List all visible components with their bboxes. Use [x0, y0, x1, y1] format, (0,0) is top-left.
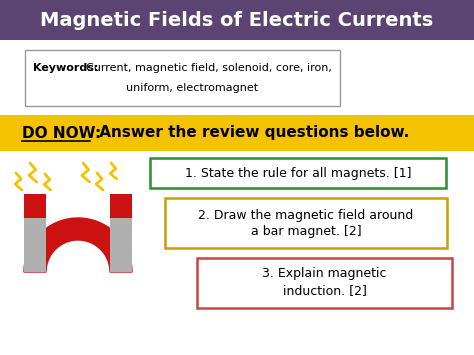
FancyBboxPatch shape [24, 194, 46, 218]
FancyBboxPatch shape [0, 115, 474, 151]
Text: induction. [2]: induction. [2] [283, 284, 366, 297]
FancyBboxPatch shape [197, 258, 452, 308]
FancyBboxPatch shape [165, 198, 447, 248]
FancyBboxPatch shape [0, 0, 474, 40]
Text: Magnetic Fields of Electric Currents: Magnetic Fields of Electric Currents [40, 11, 434, 29]
Text: DO NOW:: DO NOW: [22, 126, 101, 141]
Text: Current, magnetic field, solenoid, core, iron,: Current, magnetic field, solenoid, core,… [86, 63, 332, 73]
Polygon shape [24, 218, 132, 272]
FancyBboxPatch shape [110, 194, 132, 218]
Text: 2. Draw the magnetic field around: 2. Draw the magnetic field around [199, 208, 414, 222]
FancyBboxPatch shape [110, 194, 132, 272]
Text: Keywords:: Keywords: [33, 63, 99, 73]
FancyBboxPatch shape [0, 40, 474, 355]
Text: 3. Explain magnetic: 3. Explain magnetic [262, 268, 387, 280]
Text: 1. State the rule for all magnets. [1]: 1. State the rule for all magnets. [1] [185, 166, 411, 180]
FancyBboxPatch shape [150, 158, 446, 188]
FancyBboxPatch shape [24, 194, 46, 272]
Text: uniform, electromagnet: uniform, electromagnet [127, 83, 258, 93]
Text: a bar magnet. [2]: a bar magnet. [2] [251, 225, 361, 239]
Text: Answer the review questions below.: Answer the review questions below. [94, 126, 409, 141]
FancyBboxPatch shape [25, 50, 340, 106]
